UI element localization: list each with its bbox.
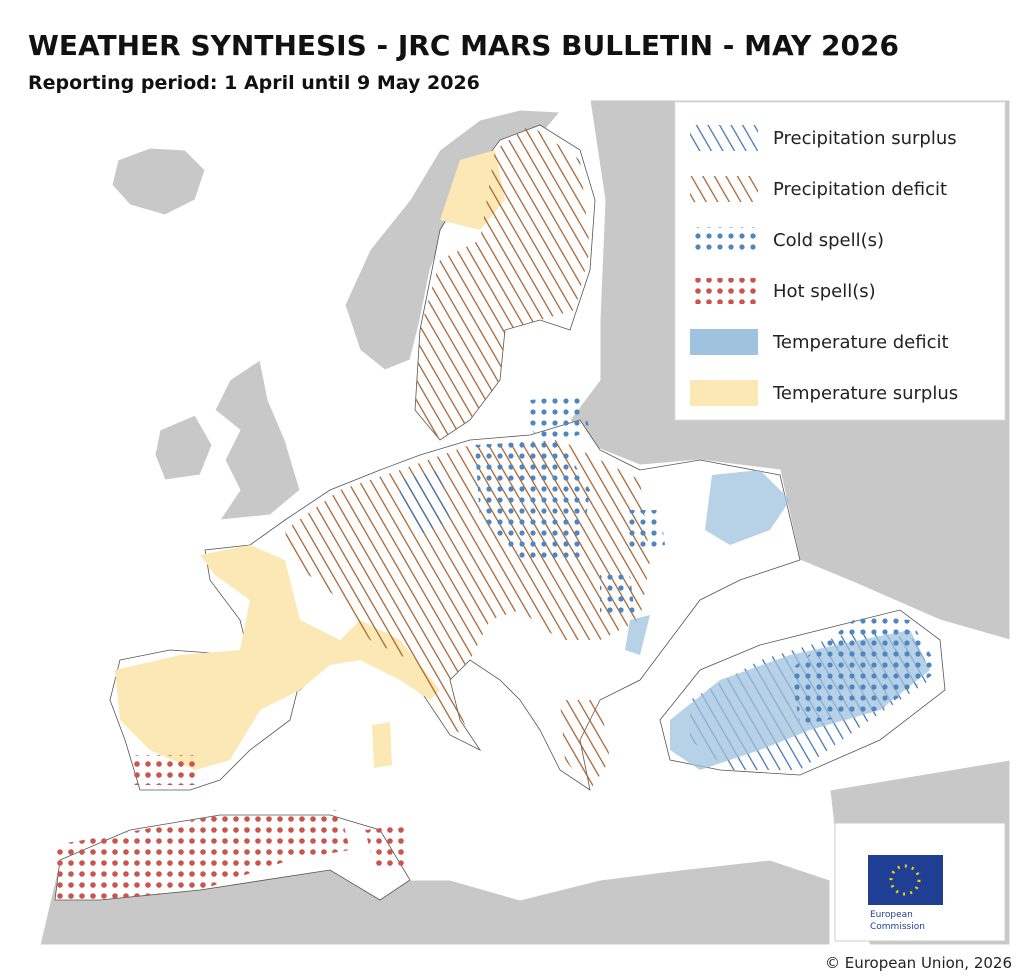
legend-box: [674, 101, 1006, 421]
cold-spell-romania: [600, 575, 635, 615]
legend: Precipitation surplus Precipitation defic…: [674, 101, 1006, 421]
legend-swatch: [690, 176, 758, 202]
eu-flag: [868, 855, 943, 905]
iceland: [111, 147, 206, 216]
legend-label: Precipitation surplus: [773, 128, 957, 149]
legend-label: Temperature deficit: [772, 332, 949, 353]
temperature-deficit-ukraine: [705, 470, 790, 545]
precipitation-deficit-balkans: [560, 700, 610, 790]
hot-spell-tunisia: [365, 825, 410, 870]
legend-label: Precipitation deficit: [773, 179, 947, 200]
title: WEATHER SYNTHESIS - JRC MARS BULLETIN - …: [28, 29, 899, 62]
legend-label: Cold spell(s): [773, 230, 884, 251]
cold-spell-baltic: [530, 395, 590, 445]
temperature-surplus-sardinia: [372, 722, 392, 768]
legend-label: Temperature surplus: [772, 383, 958, 404]
legend-swatch: [690, 380, 758, 406]
legend-swatch: [690, 125, 758, 151]
hot-spell-north-africa: [55, 810, 350, 900]
uk: [214, 359, 301, 521]
precipitation-surplus-germany: [400, 470, 450, 535]
logo-text: Commission: [870, 922, 925, 932]
legend-swatch: [690, 278, 758, 304]
precipitation-deficit-north: [415, 125, 590, 440]
logo: European Commission: [834, 822, 1006, 942]
logo-text: European: [870, 910, 913, 920]
legend-swatch: [690, 227, 758, 253]
subtitle: Reporting period: 1 April until 9 May 20…: [28, 72, 480, 94]
hot-spell-spain: [130, 755, 200, 785]
cold-spell-turkey: [790, 615, 940, 725]
eu-stars: [889, 864, 921, 896]
temperature-deficit-romania: [625, 615, 650, 655]
copyright: © European Union, 2026: [825, 954, 1012, 972]
temperature-surplus-west: [115, 545, 440, 770]
legend-label: Hot spell(s): [773, 281, 876, 302]
ireland: [154, 414, 213, 481]
cold-spell-central: [475, 440, 590, 560]
legend-swatch: [690, 329, 758, 355]
cold-spell-moldova: [625, 510, 665, 550]
